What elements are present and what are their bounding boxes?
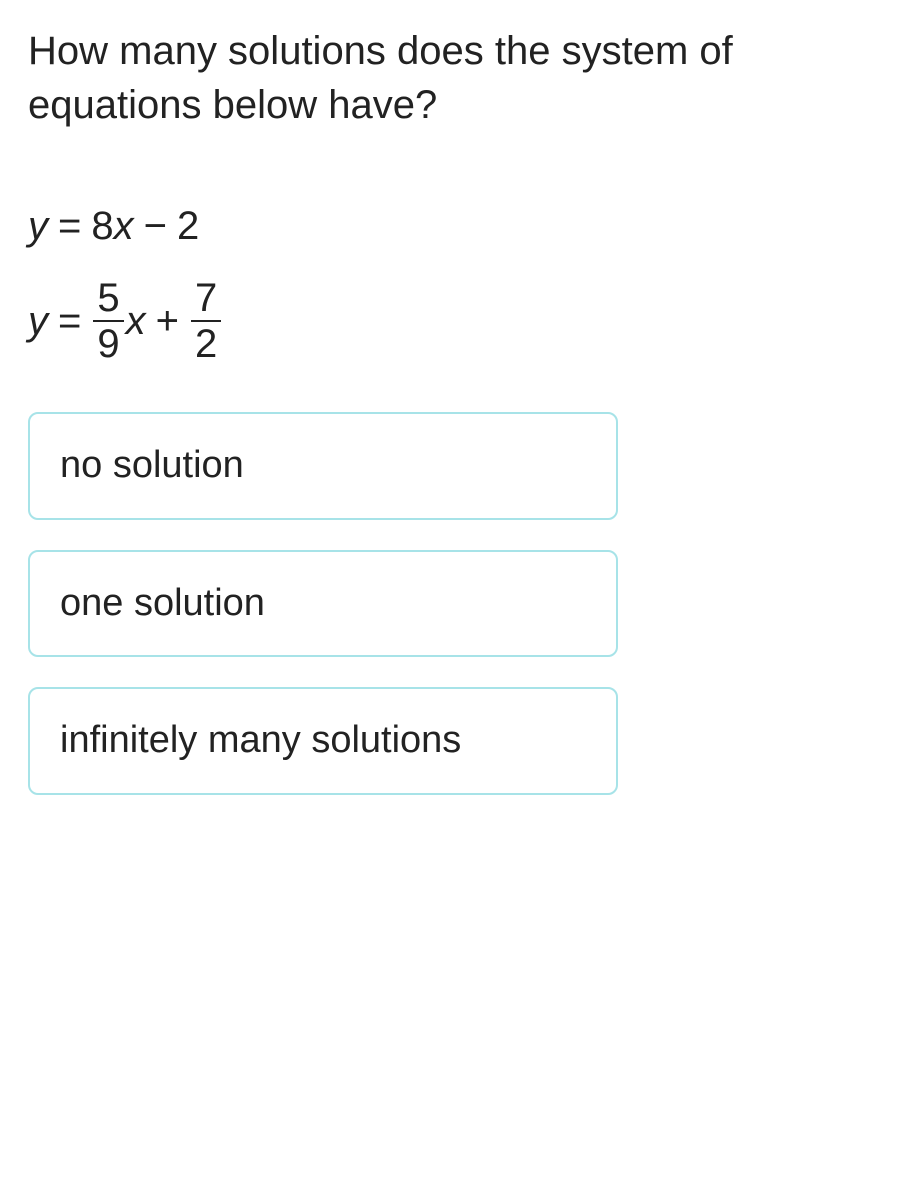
- equation-1: y = 8 x − 2: [28, 202, 883, 250]
- eq2-const-num: 7: [191, 278, 221, 318]
- eq2-op: +: [156, 297, 179, 345]
- eq1-lhs-var: y: [28, 202, 48, 250]
- eq2-const-fraction: 7 2: [191, 278, 221, 364]
- eq2-coef-fraction: 5 9: [93, 278, 123, 364]
- eq1-coef: 8: [91, 202, 113, 250]
- option-label: infinitely many solutions: [60, 719, 461, 761]
- answer-options: no solution one solution infinitely many…: [28, 412, 618, 795]
- eq1-var: x: [114, 202, 134, 250]
- eq2-coef-num: 5: [93, 278, 123, 318]
- option-one-solution[interactable]: one solution: [28, 550, 618, 658]
- eq1-const: 2: [177, 202, 199, 250]
- eq2-var: x: [126, 297, 146, 345]
- page: How many solutions does the system of eq…: [0, 0, 911, 1200]
- eq2-lhs-var: y: [28, 297, 48, 345]
- option-no-solution[interactable]: no solution: [28, 412, 618, 520]
- option-label: one solution: [60, 582, 265, 624]
- option-label: no solution: [60, 444, 244, 486]
- equations-block: y = 8 x − 2 y = 5 9 x + 7 2: [28, 202, 883, 364]
- eq1-op: −: [144, 202, 167, 250]
- equation-2: y = 5 9 x + 7 2: [28, 278, 883, 364]
- eq1-equals: =: [58, 202, 81, 250]
- eq2-const-den: 2: [191, 324, 221, 364]
- eq2-equals: =: [58, 297, 81, 345]
- option-infinitely-many[interactable]: infinitely many solutions: [28, 687, 618, 795]
- eq2-coef-den: 9: [93, 324, 123, 364]
- question-text: How many solutions does the system of eq…: [28, 24, 883, 132]
